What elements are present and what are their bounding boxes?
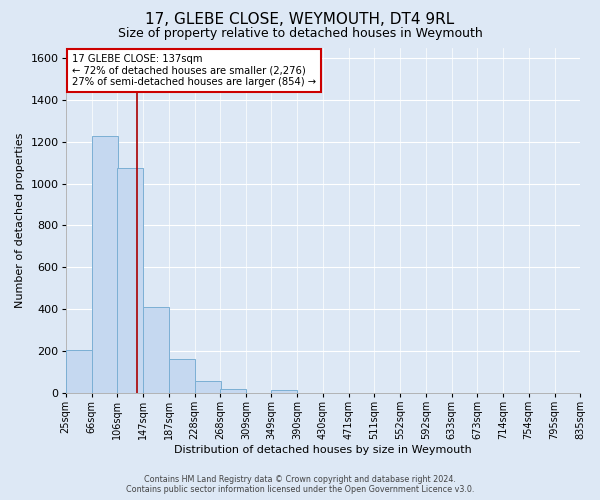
Bar bbox=[194, 382, 221, 393]
Bar bbox=[65, 350, 92, 393]
Bar bbox=[271, 390, 298, 393]
Y-axis label: Number of detached properties: Number of detached properties bbox=[15, 132, 25, 308]
Text: Contains HM Land Registry data © Crown copyright and database right 2024.
Contai: Contains HM Land Registry data © Crown c… bbox=[126, 474, 474, 494]
Bar bbox=[92, 136, 118, 393]
Bar bbox=[169, 360, 194, 393]
Text: Size of property relative to detached houses in Weymouth: Size of property relative to detached ho… bbox=[118, 28, 482, 40]
Bar bbox=[117, 168, 143, 393]
Bar bbox=[143, 307, 169, 393]
Bar bbox=[220, 389, 246, 393]
X-axis label: Distribution of detached houses by size in Weymouth: Distribution of detached houses by size … bbox=[174, 445, 472, 455]
Text: 17, GLEBE CLOSE, WEYMOUTH, DT4 9RL: 17, GLEBE CLOSE, WEYMOUTH, DT4 9RL bbox=[145, 12, 455, 28]
Text: 17 GLEBE CLOSE: 137sqm
← 72% of detached houses are smaller (2,276)
27% of semi-: 17 GLEBE CLOSE: 137sqm ← 72% of detached… bbox=[72, 54, 316, 87]
